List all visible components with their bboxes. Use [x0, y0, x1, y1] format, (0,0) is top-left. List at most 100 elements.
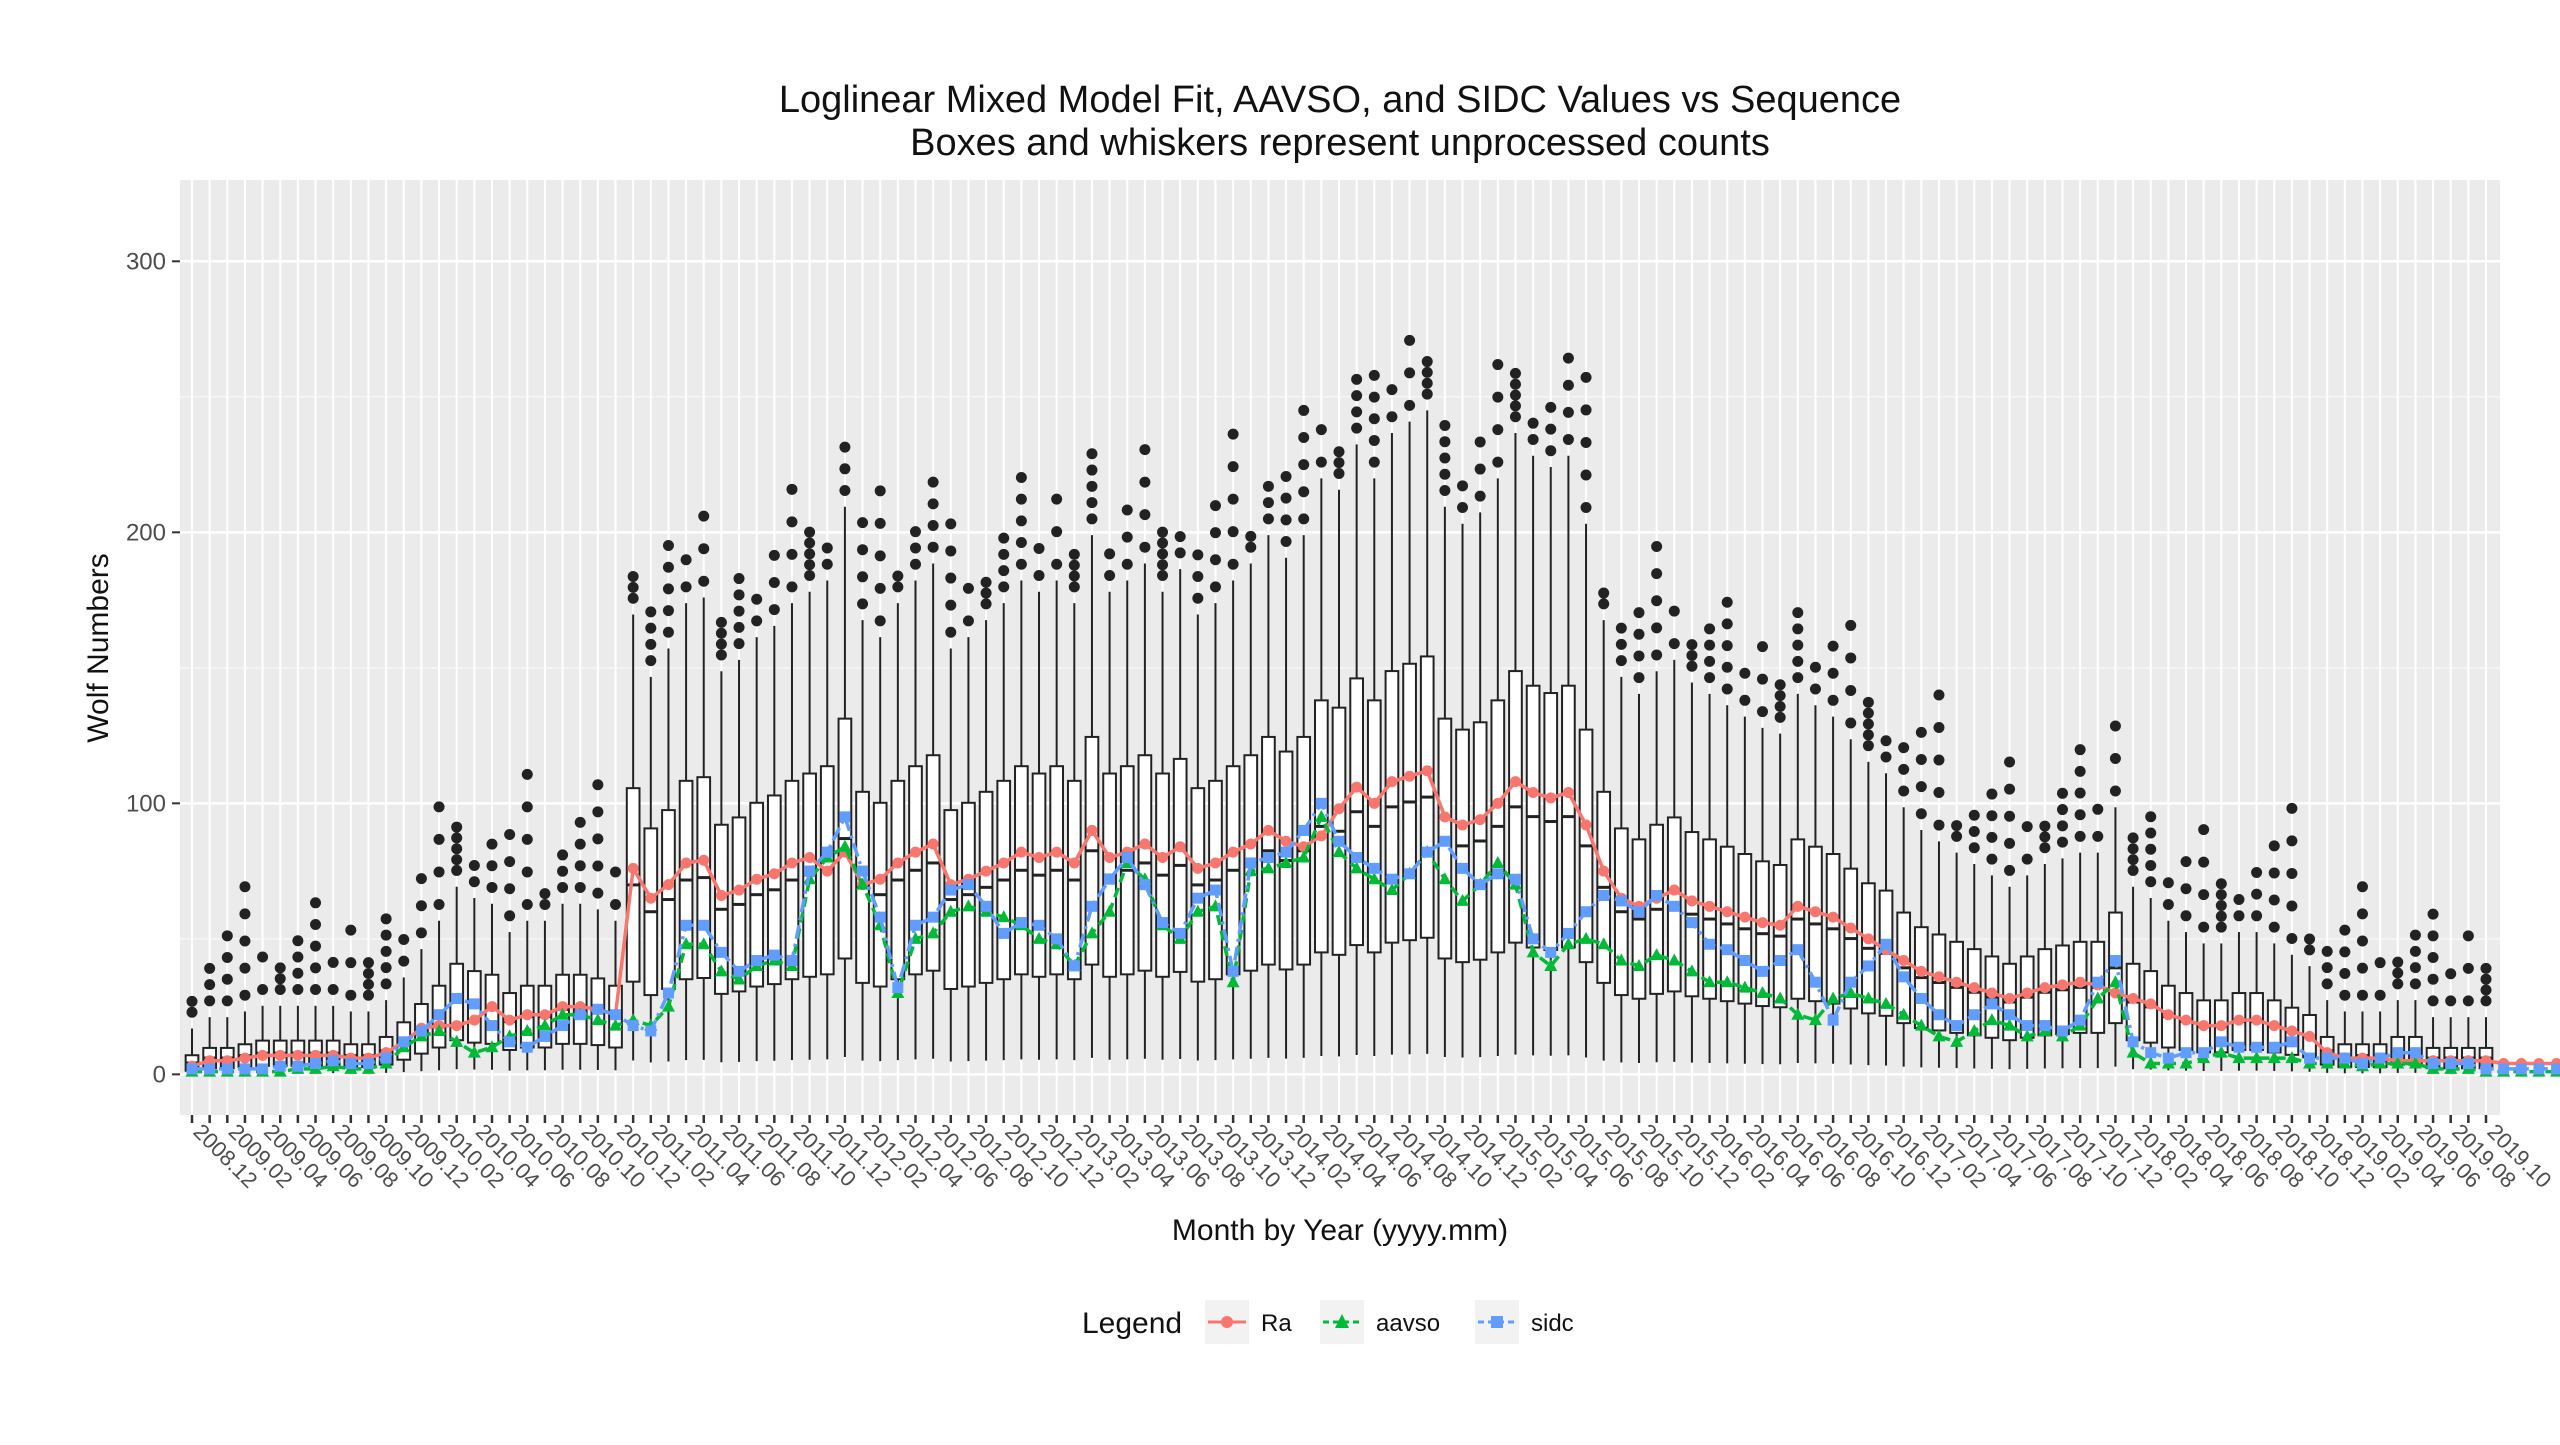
series-point-ra [257, 1050, 268, 1061]
series-point-sidc [1633, 906, 1644, 917]
box-outlier [557, 866, 568, 877]
box-outlier [928, 520, 939, 531]
box-outlier [1439, 485, 1450, 496]
box-outlier [1616, 623, 1627, 634]
box-outlier [628, 582, 639, 593]
box-plot [733, 573, 746, 1062]
box-outlier [1704, 623, 1715, 634]
box-outlier [2410, 962, 2421, 973]
series-point-sidc [2304, 1053, 2315, 1064]
box-outlier [716, 639, 727, 650]
series-point-sidc [1969, 1009, 1980, 1020]
box-outlier [345, 957, 356, 968]
series-point-ra [1810, 906, 1821, 917]
box-outlier [1457, 502, 1468, 513]
box-outlier [1686, 650, 1697, 661]
box-outlier [1016, 472, 1027, 483]
box-outlier [1069, 560, 1080, 571]
series-point-sidc [875, 912, 886, 923]
box-outlier [592, 806, 603, 817]
box-outlier [1298, 432, 1309, 443]
box-outlier [2039, 842, 2050, 853]
box-outlier [2463, 995, 2474, 1006]
box-outlier [239, 935, 250, 946]
box-outlier [2181, 910, 2192, 921]
series-point-ra [486, 1001, 497, 1012]
box-outlier [2481, 974, 2492, 985]
box-outlier [681, 554, 692, 565]
series-point-ra [1192, 863, 1203, 874]
box-outlier [1086, 497, 1097, 508]
box-outlier [398, 934, 409, 945]
box-outlier [2110, 786, 2121, 797]
box-outlier [998, 565, 1009, 576]
series-point-sidc [575, 1009, 586, 1020]
box-outlier [1986, 854, 1997, 865]
box-outlier [363, 990, 374, 1001]
series-point-sidc [1369, 863, 1380, 874]
series-point-sidc [1139, 879, 1150, 890]
box-outlier [275, 984, 286, 995]
series-point-sidc [1881, 939, 1892, 950]
box-outlier [857, 544, 868, 555]
box-outlier [2039, 821, 2050, 832]
box-outlier [1245, 542, 1256, 553]
box-outlier [1528, 434, 1539, 445]
series-point-sidc [645, 1025, 656, 1036]
legend-title: Legend [1082, 1307, 1182, 1340]
series-point-ra [1916, 966, 1927, 977]
box-outlier [804, 527, 815, 538]
box-outlier [928, 542, 939, 553]
box-outlier [363, 968, 374, 979]
box-outlier [1192, 571, 1203, 582]
series-point-sidc [1334, 836, 1345, 847]
box-outlier [1104, 570, 1115, 581]
box-outlier [1422, 378, 1433, 389]
box-outlier [822, 542, 833, 553]
box-outlier [2128, 865, 2139, 876]
box-outlier [1510, 368, 1521, 379]
series-point-ra [734, 885, 745, 896]
series-point-ra [928, 838, 939, 849]
box-outlier [1369, 392, 1380, 403]
series-point-sidc [2057, 1025, 2068, 1036]
box-outlier [575, 860, 586, 871]
box-outlier [610, 866, 621, 877]
box-outlier [1898, 742, 1909, 753]
box-outlier [1704, 656, 1715, 667]
box-outlier [1228, 494, 1239, 505]
box-outlier [2181, 883, 2192, 894]
series-point-sidc [1175, 928, 1186, 939]
series-point-ra [504, 1015, 515, 1026]
box-outlier [1439, 469, 1450, 480]
box-outlier [804, 548, 815, 559]
series-point-sidc [1228, 966, 1239, 977]
box-outlier [1863, 697, 1874, 708]
series-point-sidc [1598, 890, 1609, 901]
box-outlier [1563, 380, 1574, 391]
box-outlier [1404, 367, 1415, 378]
box-outlier [222, 974, 233, 985]
box-outlier [945, 600, 956, 611]
box-outlier [1581, 437, 1592, 448]
box-outlier [2428, 930, 2439, 941]
box-outlier [1281, 536, 1292, 547]
box-outlier [310, 984, 321, 995]
series-point-sidc [187, 1063, 198, 1074]
box-outlier [1157, 538, 1168, 549]
series-point-sidc [1669, 901, 1680, 912]
box-outlier [1263, 513, 1274, 524]
series-point-sidc [2251, 1042, 2262, 1053]
series-point-sidc [2216, 1036, 2227, 1047]
box-outlier [804, 559, 815, 570]
box-outlier [734, 589, 745, 600]
box-outlier [1933, 755, 1944, 766]
box-outlier [1581, 502, 1592, 513]
box-outlier [1704, 640, 1715, 651]
box-outlier [1210, 581, 1221, 592]
box-outlier [1563, 353, 1574, 364]
box-plot [1491, 359, 1504, 1056]
series-point-ra [1775, 920, 1786, 931]
series-point-ra [751, 874, 762, 885]
